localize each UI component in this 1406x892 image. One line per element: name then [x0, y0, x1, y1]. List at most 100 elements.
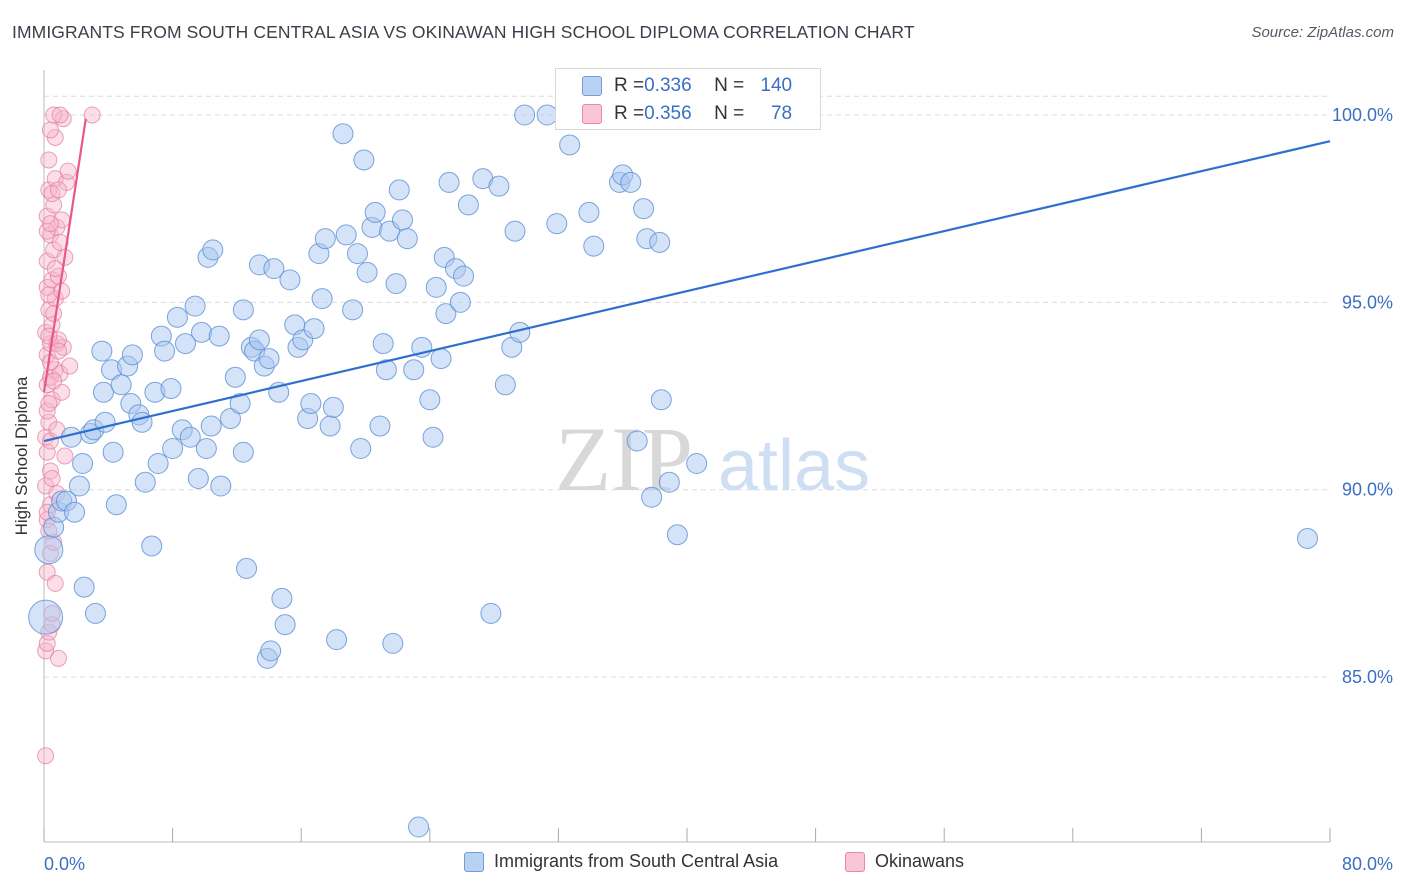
okinawans-point — [45, 106, 63, 124]
legend-label: Okinawans — [875, 851, 965, 871]
south-central-asia-point — [92, 381, 114, 403]
trend-lines — [42, 118, 1331, 443]
y-tick-label: 90.0% — [1342, 480, 1393, 500]
south-central-asia-point — [219, 408, 241, 430]
south-central-asia-point — [658, 471, 680, 493]
south-central-asia-point — [191, 321, 213, 343]
south-central-asia-point — [68, 475, 90, 497]
okinawans-point — [56, 447, 74, 465]
south-central-asia-points — [28, 104, 1318, 838]
legend-label: Immigrants from South Central Asia — [494, 851, 779, 871]
legend-swatch-blue — [464, 851, 484, 872]
south-central-asia-point — [160, 378, 182, 400]
stats-row-pink: R = 0.356 N = 78 — [582, 102, 792, 126]
south-central-asia-point — [141, 535, 163, 557]
south-central-asia-point — [356, 261, 378, 283]
okinawans-point — [59, 162, 77, 180]
y-tick-label: 100.0% — [1332, 105, 1393, 125]
south-central-asia-point — [430, 348, 452, 370]
okinawans-point — [38, 443, 56, 461]
series-legend: Immigrants from South Central Asia Okina… — [0, 851, 1406, 877]
south-central-asia-point — [248, 329, 270, 351]
legend-swatch-blue — [582, 76, 602, 96]
south-central-asia-point — [403, 359, 425, 381]
south-central-asia-point — [626, 430, 648, 452]
south-central-asia-point — [64, 501, 86, 523]
okinawans-point — [49, 649, 67, 667]
south-central-asia-point — [419, 389, 441, 411]
south-central-asia-point — [641, 486, 663, 508]
south-central-asia-point — [73, 576, 95, 598]
south-central-asia-point — [263, 258, 285, 280]
legend-item-okinawans: Okinawans — [845, 851, 964, 872]
south-central-asia-point — [195, 438, 217, 460]
south-central-asia-point — [438, 171, 460, 193]
okinawans-point — [46, 574, 64, 592]
south-central-asia-point — [382, 632, 404, 654]
okinawans-point — [41, 215, 59, 233]
south-central-asia-point — [121, 344, 143, 366]
south-central-asia-point — [232, 299, 254, 321]
south-central-asia-point — [311, 288, 333, 310]
south-central-asia-point — [72, 452, 94, 474]
south-central-asia-point — [488, 175, 510, 197]
y-axis-label: High School Diploma — [12, 376, 31, 536]
okinawans-point — [53, 282, 71, 300]
south-central-asia-point — [583, 235, 605, 257]
south-central-asia-point — [666, 524, 688, 546]
r-label: R = — [614, 103, 645, 124]
legend-item-south-central-asia: Immigrants from South Central Asia — [464, 851, 778, 872]
y-tick-label: 95.0% — [1342, 292, 1393, 312]
okinawans-point — [40, 151, 58, 169]
source-label: Source: ZipAtlas.com — [1251, 24, 1394, 41]
south-central-asia-point — [105, 494, 127, 516]
south-central-asia-point — [346, 243, 368, 265]
south-central-asia-point — [260, 640, 282, 662]
south-central-asia-point — [187, 467, 209, 489]
south-central-asia-point — [504, 220, 526, 242]
y-tick-label: 85.0% — [1342, 667, 1393, 687]
south-central-asia-point — [350, 438, 372, 460]
south-central-asia-point — [514, 104, 536, 126]
stats-legend: R = 0.336 N = 140 R = 0.356 N = 78 — [555, 68, 821, 130]
south-central-asia-point — [179, 426, 201, 448]
south-central-asia-point — [208, 325, 230, 347]
watermark-zip: ZIP — [555, 408, 693, 510]
south-central-asia-point — [314, 228, 336, 250]
south-central-asia-point — [449, 291, 471, 313]
south-central-asia-point — [224, 366, 246, 388]
stats-row-blue: R = 0.336 N = 140 — [582, 74, 792, 98]
trend-line-south-central-asia — [43, 140, 1331, 443]
south-central-asia-point — [480, 602, 502, 624]
south-central-asia-point — [435, 303, 457, 325]
okinawans-point — [41, 121, 59, 139]
okinawans-point — [51, 233, 69, 251]
south-central-asia-point — [174, 333, 196, 355]
south-central-asia-point — [236, 557, 258, 579]
south-central-asia-point — [1296, 527, 1318, 549]
south-central-asia-point — [559, 134, 581, 156]
south-central-asia-point — [649, 231, 671, 253]
south-central-asia-point — [457, 194, 479, 216]
south-central-asia-point — [303, 318, 325, 340]
south-central-asia-point — [546, 213, 568, 235]
south-central-asia-point — [650, 389, 672, 411]
n-label: N = — [714, 75, 745, 96]
n-value: 140 — [760, 75, 793, 96]
okinawans-point — [45, 305, 63, 323]
south-central-asia-point — [154, 340, 176, 362]
south-central-asia-point — [385, 273, 407, 295]
okinawans-point — [37, 747, 55, 765]
south-central-asia-point — [202, 239, 224, 261]
south-central-asia-point — [369, 415, 391, 437]
r-value: 0.336 — [644, 75, 692, 96]
south-central-asia-point — [388, 179, 410, 201]
okinawans-point — [49, 181, 67, 199]
south-central-asia-point — [322, 396, 344, 418]
south-central-asia-point — [353, 149, 375, 171]
watermark-atlas: atlas — [718, 426, 870, 506]
r-label: R = — [614, 75, 645, 96]
south-central-asia-point — [28, 599, 64, 635]
watermark: ZIP atlas — [555, 408, 870, 510]
south-central-asia-point — [91, 340, 113, 362]
